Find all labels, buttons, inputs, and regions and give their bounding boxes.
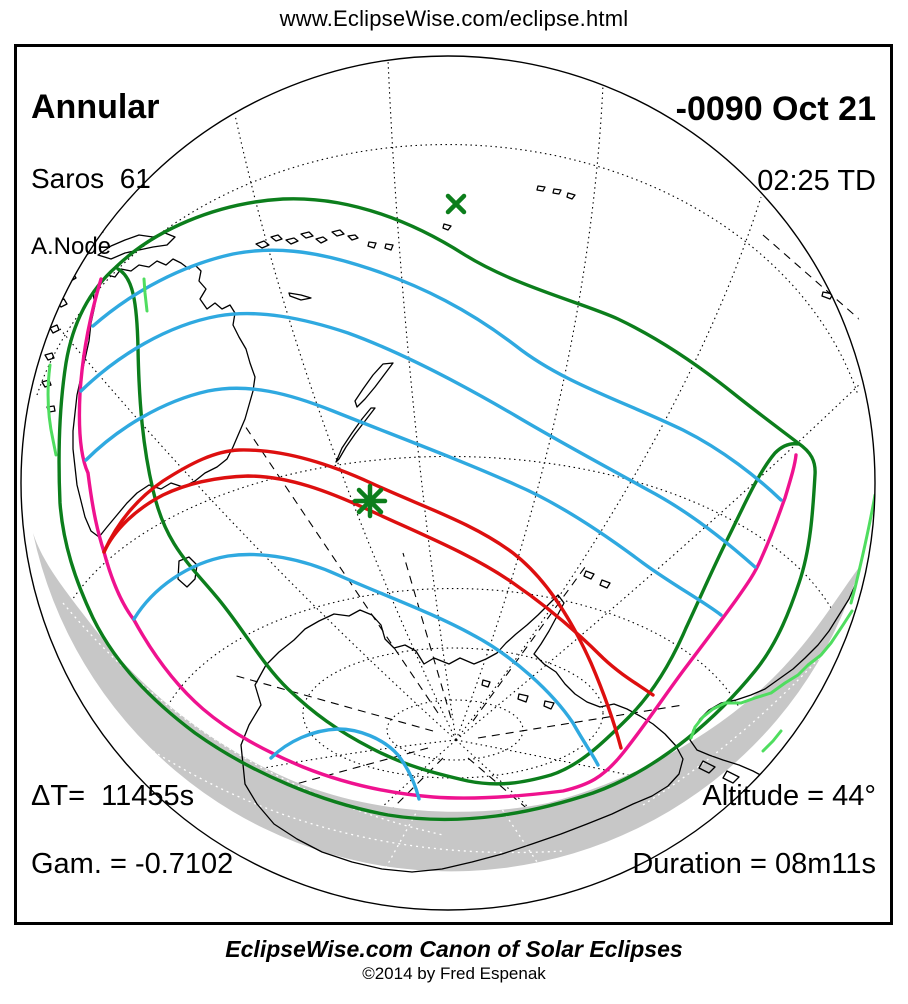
delta-t-value: ΔT= 11455s <box>31 780 195 812</box>
gamma-value: Gam. = -0.7102 <box>31 848 234 880</box>
tasmania-coast <box>177 556 198 588</box>
magnitude-curve-3 <box>84 386 723 617</box>
magnitude-curve-2 <box>79 311 757 569</box>
page-url-text: www.EclipseWise.com/eclipse.html <box>279 6 629 31</box>
eclipse-title-block: Annular Saros 61 A.Node <box>31 52 159 298</box>
new-guinea-coast <box>97 232 176 260</box>
penumbral-outer-envelope-curve <box>57 197 817 822</box>
australia-coast <box>72 258 256 538</box>
copyright-line: ©2014 by Fred Espenak <box>362 964 546 983</box>
subsolar-point-marker <box>445 193 467 215</box>
eclipse-curves <box>46 197 875 822</box>
magnitude-curve-4 <box>132 552 600 767</box>
antarctica-coast <box>240 594 684 873</box>
eclipse-date-block: -0090 Oct 21 02:25 TD <box>676 54 876 234</box>
altitude-value: Altitude = 44° <box>702 780 876 812</box>
night-shade-region <box>33 533 860 872</box>
eclipse-globe-map <box>20 55 876 911</box>
eclipse-type-label: Annular <box>31 88 160 126</box>
sunrise-limit-segment-right-limb <box>849 493 875 605</box>
eclipse-stats-right: Altitude = 44° Duration = 08m11s <box>632 744 876 916</box>
magnitude-curve-1 <box>91 248 783 502</box>
eclipse-date-label: -0090 Oct 21 <box>675 90 876 128</box>
new-zealand-south-island <box>335 407 376 463</box>
greatest-eclipse-marker <box>352 483 388 519</box>
sunset-limit-segment-west <box>142 277 149 313</box>
saros-label: Saros 61 <box>31 163 151 194</box>
globe-limb <box>20 55 876 911</box>
max-eclipse-at-sunset-curve <box>269 727 421 801</box>
sunrise-limit-segment-patagonia <box>689 609 854 740</box>
node-label: A.Node <box>31 233 112 260</box>
sunrise-limit-segment-tierra <box>761 729 783 753</box>
new-zealand-north-island <box>354 362 394 408</box>
globe-day-disc <box>21 56 875 910</box>
duration-value: Duration = 08m11s <box>632 848 876 880</box>
eclipse-map-frame: Annular Saros 61 A.Node -0090 Oct 21 02:… <box>14 44 893 925</box>
eclipse-time-label: 02:25 TD <box>757 165 876 197</box>
eclipse-stats-left: ΔT= 11455s Gam. = -0.7102 <box>31 744 233 916</box>
sunset-limit-segment-left-limb <box>46 363 58 457</box>
central-path-northern-limit <box>102 448 623 750</box>
canon-title: EclipseWise.com Canon of Solar Eclipses <box>225 936 683 962</box>
rise-set-limit-curve <box>77 277 798 800</box>
